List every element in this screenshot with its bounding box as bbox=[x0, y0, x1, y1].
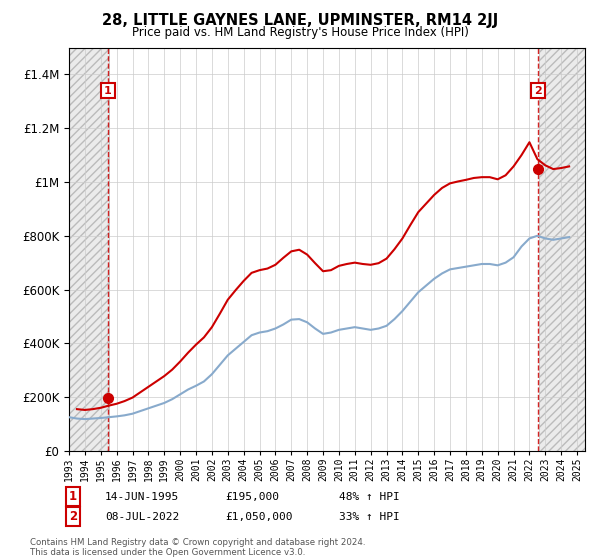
Text: 48% ↑ HPI: 48% ↑ HPI bbox=[339, 492, 400, 502]
Text: 33% ↑ HPI: 33% ↑ HPI bbox=[339, 512, 400, 522]
Text: Contains HM Land Registry data © Crown copyright and database right 2024.
This d: Contains HM Land Registry data © Crown c… bbox=[30, 538, 365, 557]
Text: £1,050,000: £1,050,000 bbox=[225, 512, 293, 522]
Text: 1: 1 bbox=[69, 490, 77, 503]
Text: 1: 1 bbox=[104, 86, 112, 96]
Text: 14-JUN-1995: 14-JUN-1995 bbox=[105, 492, 179, 502]
Text: 08-JUL-2022: 08-JUL-2022 bbox=[105, 512, 179, 522]
Bar bbox=[539, 48, 585, 451]
Text: 2: 2 bbox=[69, 510, 77, 522]
Text: 2: 2 bbox=[534, 86, 542, 96]
Bar bbox=[69, 48, 109, 451]
Text: £195,000: £195,000 bbox=[225, 492, 279, 502]
Text: 28, LITTLE GAYNES LANE, UPMINSTER, RM14 2JJ: 28, LITTLE GAYNES LANE, UPMINSTER, RM14 … bbox=[102, 13, 498, 28]
Text: Price paid vs. HM Land Registry's House Price Index (HPI): Price paid vs. HM Land Registry's House … bbox=[131, 26, 469, 39]
